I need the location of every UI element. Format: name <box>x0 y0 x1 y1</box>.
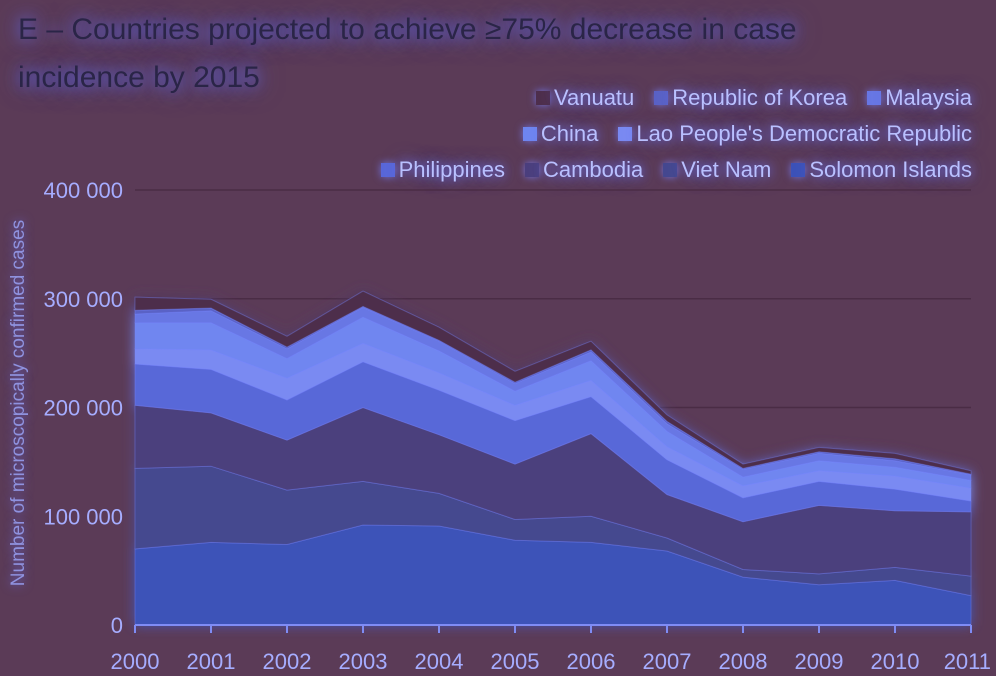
legend-row: China Lao People's Democratic Republic <box>212 116 972 152</box>
legend-item-cambodia: Cambodia <box>524 157 644 183</box>
legend-item-lao: Lao People's Democratic Republic <box>618 121 972 147</box>
area-series-group <box>134 290 972 626</box>
area-vanuatu <box>134 290 972 475</box>
chart-legend: Vanuatu Republic of Korea Malaysia China… <box>212 80 972 188</box>
legend-swatch-philippines <box>380 163 395 177</box>
y-tick-label: 400 000 <box>43 178 123 203</box>
x-tick-label: 2004 <box>415 649 464 674</box>
x-tick-label: 2000 <box>111 649 160 674</box>
legend-swatch-vanuatu <box>535 91 550 105</box>
x-tick-label: 2011 <box>944 649 991 674</box>
legend-swatch-republic-of-korea <box>654 91 669 105</box>
legend-swatch-cambodia <box>524 163 539 177</box>
legend-item-vanuatu: Vanuatu <box>535 85 635 111</box>
legend-swatch-solomon-islands <box>791 163 806 177</box>
legend-item-philippines: Philippines <box>380 157 505 183</box>
x-tick-label: 2003 <box>339 649 388 674</box>
x-tick-label: 2006 <box>567 649 616 674</box>
legend-swatch-china <box>522 127 537 141</box>
legend-label-china: China <box>540 121 599 146</box>
legend-label-lao: Lao People's Democratic Republic <box>636 121 972 146</box>
x-tick-label: 2005 <box>491 649 540 674</box>
legend-item-china: China <box>522 121 599 147</box>
y-tick-label: 100 000 <box>43 504 123 529</box>
x-tick-label: 2001 <box>187 649 236 674</box>
legend-label-malaysia: Malaysia <box>885 85 972 110</box>
x-tick-label: 2002 <box>263 649 312 674</box>
legend-label-solomon-islands: Solomon Islands <box>809 157 972 182</box>
legend-row: Philippines Cambodia Viet Nam Solomon Is… <box>212 152 972 188</box>
legend-swatch-lao <box>618 127 633 141</box>
legend-label-philippines: Philippines <box>398 157 505 182</box>
y-tick-label: 200 000 <box>43 396 123 421</box>
legend-item-viet-nam: Viet Nam <box>663 157 771 183</box>
axes: 0 100 000 200 000 300 000 400 000 2000 2001 200… <box>43 178 991 674</box>
legend-label-vanuatu: Vanuatu <box>553 85 635 110</box>
legend-label-viet-nam: Viet Nam <box>681 157 772 182</box>
legend-item-republic-of-korea: Republic of Korea <box>654 85 847 111</box>
x-tick-label: 2008 <box>719 649 768 674</box>
x-tick-label: 2007 <box>643 649 692 674</box>
chart-title: E – Countries projected to achieve ≥75% … <box>18 13 797 94</box>
legend-label-republic-of-korea: Republic of Korea <box>672 85 848 110</box>
x-tick-label: 2009 <box>795 649 844 674</box>
legend-item-solomon-islands: Solomon Islands <box>791 157 972 183</box>
legend-item-malaysia: Malaysia <box>867 85 972 111</box>
legend-swatch-malaysia <box>867 91 882 105</box>
legend-row: Vanuatu Republic of Korea Malaysia <box>212 80 972 116</box>
x-tick-label: 2010 <box>871 649 920 674</box>
y-tick-label: 300 000 <box>43 287 123 312</box>
legend-swatch-viet-nam <box>663 163 678 177</box>
y-tick-label: 0 <box>111 613 123 638</box>
legend-label-cambodia: Cambodia <box>542 157 644 182</box>
